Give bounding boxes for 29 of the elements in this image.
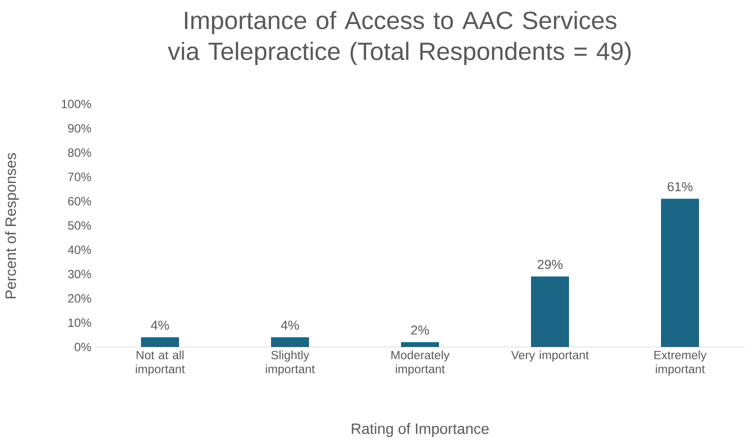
x-tick-label: Extremely important <box>654 350 707 376</box>
data-label: 29% <box>538 260 563 270</box>
x-tick-label: Not at all important <box>136 350 185 376</box>
x-tick-label: Very important <box>511 350 589 362</box>
x-axis-title: Rating of Importance <box>352 423 489 437</box>
y-tick-label: 10% <box>68 318 92 327</box>
data-label: 61% <box>668 182 693 192</box>
y-tick-label: 40% <box>68 246 92 254</box>
y-tick-label: 50% <box>68 221 92 230</box>
data-label: 2% <box>411 325 429 335</box>
y-tick-label: 60% <box>68 196 92 206</box>
y-tick-label: 30% <box>68 270 92 278</box>
y-tick-label: 90% <box>68 124 92 133</box>
data-label: 4% <box>280 320 299 330</box>
bar <box>271 337 310 347</box>
bar <box>401 342 440 347</box>
y-axis-title: Percent of Responses <box>5 153 19 298</box>
x-tick-label: Slightly important <box>266 350 315 376</box>
y-tick-label: 20% <box>68 294 92 303</box>
chart-title: Importance of Access to AAC Services via Telepractice (Total Respondents = 49) <box>168 10 631 66</box>
y-tick-label: 100% <box>62 100 92 108</box>
bar <box>531 276 570 347</box>
y-tick-label: 80% <box>68 148 92 157</box>
bar <box>141 337 179 347</box>
data-label: 4% <box>150 320 169 330</box>
y-tick-label: 0% <box>74 342 92 352</box>
bar <box>661 198 700 347</box>
x-tick-label: Moderately important <box>391 350 450 376</box>
y-tick-label: 70% <box>68 172 92 182</box>
